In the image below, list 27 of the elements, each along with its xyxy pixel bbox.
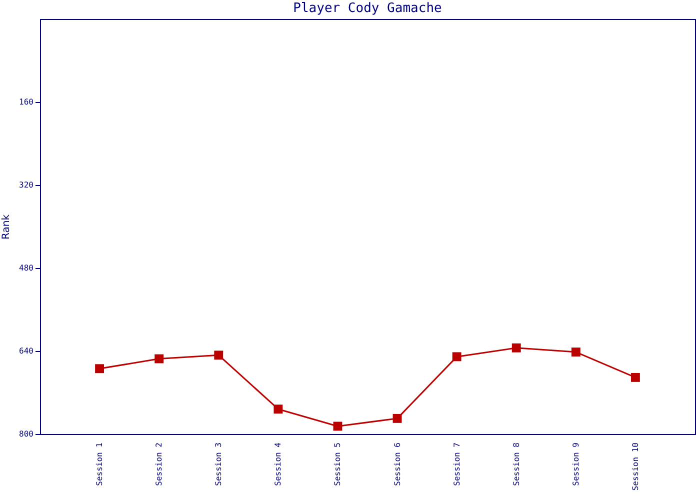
point (154, 354, 164, 364)
y-axis-title: Rank (1, 214, 12, 240)
x-tick-label: Session 8 (512, 442, 521, 486)
point (571, 348, 580, 357)
point (274, 404, 283, 414)
point (95, 364, 104, 374)
y-tick-label: 800 (19, 430, 34, 438)
point (214, 350, 224, 360)
x-tick-label: Session 4 (274, 442, 283, 486)
point (512, 343, 521, 352)
point (333, 422, 342, 431)
y-tick-label: 160 (19, 98, 34, 106)
x-tick-label: Session 2 (154, 442, 164, 486)
x-tick-label: Session 5 (333, 442, 342, 486)
point (452, 352, 462, 362)
y-tick-label: 480 (19, 264, 34, 272)
x-tick-label: Session 7 (452, 442, 462, 486)
chart-title: Player Cody Gamache (293, 1, 442, 16)
x-tick-label: Session 6 (392, 442, 402, 486)
y-tick-label: 640 (19, 346, 34, 356)
x-tick-label: Session 9 (571, 442, 580, 486)
x-tick-label: Session 3 (214, 442, 224, 486)
point (392, 414, 402, 423)
x-tick-label: Session 10 (630, 442, 640, 491)
y-tick-label: 320 (19, 180, 34, 190)
x-tick-label: Session 1 (95, 442, 104, 486)
point (630, 372, 640, 382)
